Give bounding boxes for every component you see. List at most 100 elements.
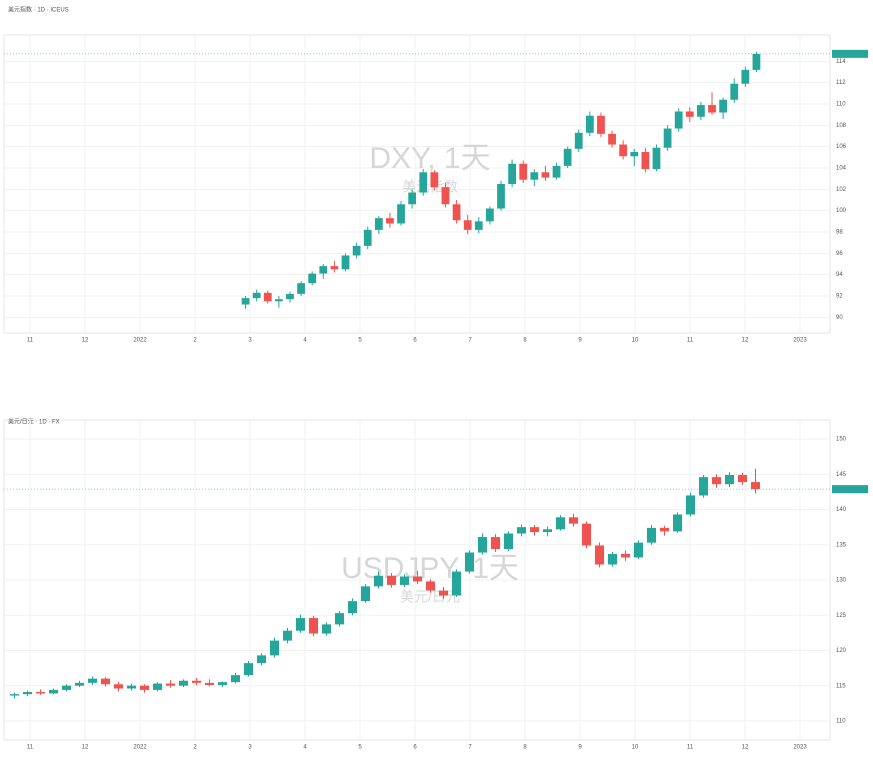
y-tick-label: 102	[836, 187, 847, 193]
candle-body	[563, 148, 572, 166]
candle-body	[321, 624, 332, 634]
candle-body	[674, 111, 683, 129]
candle-body	[352, 245, 361, 256]
y-tick-label: 135	[836, 542, 847, 548]
y-tick-label: 110	[836, 718, 846, 724]
candle-body	[719, 99, 728, 113]
candle-body	[139, 685, 150, 690]
candle-body	[508, 163, 516, 184]
y-tick-label: 90	[836, 315, 843, 321]
candle-body	[724, 475, 735, 485]
candle-body	[308, 618, 319, 634]
x-tick-label: 12	[82, 745, 89, 751]
x-tick-label: 2022	[133, 745, 147, 751]
candle-body	[425, 581, 436, 591]
x-tick-label: 4	[303, 745, 307, 751]
x-tick-label: 10	[632, 745, 639, 751]
y-tick-label: 96	[836, 251, 843, 257]
y-tick-label: 120	[836, 648, 847, 654]
x-tick-label: 10	[632, 338, 639, 344]
candle-body	[659, 527, 670, 532]
x-tick-label: 12	[742, 338, 749, 344]
candle-body	[652, 147, 661, 170]
candle-body	[633, 542, 644, 558]
candle-body	[35, 692, 46, 694]
watermark-sub: 美元指数	[402, 179, 458, 195]
candle-body	[497, 184, 505, 209]
x-tick-label: 11	[27, 745, 34, 751]
candle-body	[386, 575, 397, 585]
candle-body	[297, 283, 305, 294]
x-tick-label: 9	[578, 338, 582, 344]
y-tick-label: 140	[836, 507, 847, 513]
candle-body	[607, 553, 618, 565]
candle-body	[399, 576, 410, 585]
candle-body	[263, 292, 272, 302]
candle-body	[61, 685, 72, 690]
candle-body	[608, 133, 616, 145]
candle-body	[594, 545, 605, 565]
y-tick-label: 125	[836, 613, 847, 619]
x-tick-label: 9	[578, 745, 582, 751]
candle-body	[295, 618, 306, 631]
last-price-box	[832, 49, 868, 58]
candle-body	[542, 529, 553, 533]
candle-body	[347, 601, 358, 614]
candle-body	[430, 172, 439, 188]
candle-body	[22, 692, 33, 695]
x-tick-label: 11	[27, 338, 34, 344]
candle-body	[178, 680, 189, 686]
candle-body	[630, 152, 639, 157]
x-tick-label: 12	[742, 745, 749, 751]
candle-body	[204, 682, 215, 685]
candle-body	[463, 220, 472, 230]
candle-body	[241, 298, 250, 305]
x-tick-label: 5	[358, 338, 362, 344]
candle-body	[585, 115, 594, 133]
x-tick-label: 8	[523, 745, 527, 751]
x-tick-label: 6	[413, 745, 417, 751]
candle-body	[529, 527, 540, 533]
y-tick-label: 100	[836, 208, 847, 214]
candle-body	[373, 575, 384, 587]
y-tick-label: 115	[836, 683, 846, 689]
candle-body	[386, 218, 394, 224]
candle-body	[490, 537, 501, 549]
x-tick-label: 8	[523, 338, 527, 344]
candle-body	[486, 208, 494, 222]
x-tick-label: 12	[82, 338, 89, 344]
candle-body	[730, 83, 739, 100]
candle-body	[9, 694, 20, 696]
candle-body	[252, 292, 261, 299]
x-tick-label: 3	[248, 745, 252, 751]
candle-body	[230, 675, 241, 683]
candle-body	[282, 630, 293, 641]
y-tick-label: 104	[836, 166, 847, 172]
y-tick-label: 110	[836, 102, 846, 108]
y-tick-label: 150	[836, 437, 847, 443]
candle-body	[474, 221, 483, 230]
candle-body	[503, 533, 514, 549]
candle-body	[269, 640, 280, 656]
candle-body	[412, 576, 423, 582]
candle-body	[697, 105, 705, 117]
candle-body	[217, 682, 228, 685]
x-tick-label: 2023	[793, 745, 807, 751]
candle-body	[374, 218, 383, 230]
x-tick-label: 7	[468, 338, 472, 344]
x-tick-label: 3	[248, 338, 252, 344]
chart-header: 美元指数 · 1D · ICEUS	[8, 6, 69, 14]
x-tick-label: 6	[413, 338, 417, 344]
candle-body	[152, 683, 163, 690]
candle-body	[620, 553, 631, 558]
candle-body	[191, 680, 202, 683]
candle-body	[452, 204, 461, 221]
candle-body	[711, 477, 722, 485]
candle-body	[541, 172, 550, 178]
candle-body	[243, 663, 254, 676]
candle-body	[360, 586, 371, 602]
candle-body	[438, 590, 449, 596]
candle-body	[741, 69, 750, 84]
x-tick-label: 2022	[133, 338, 147, 344]
